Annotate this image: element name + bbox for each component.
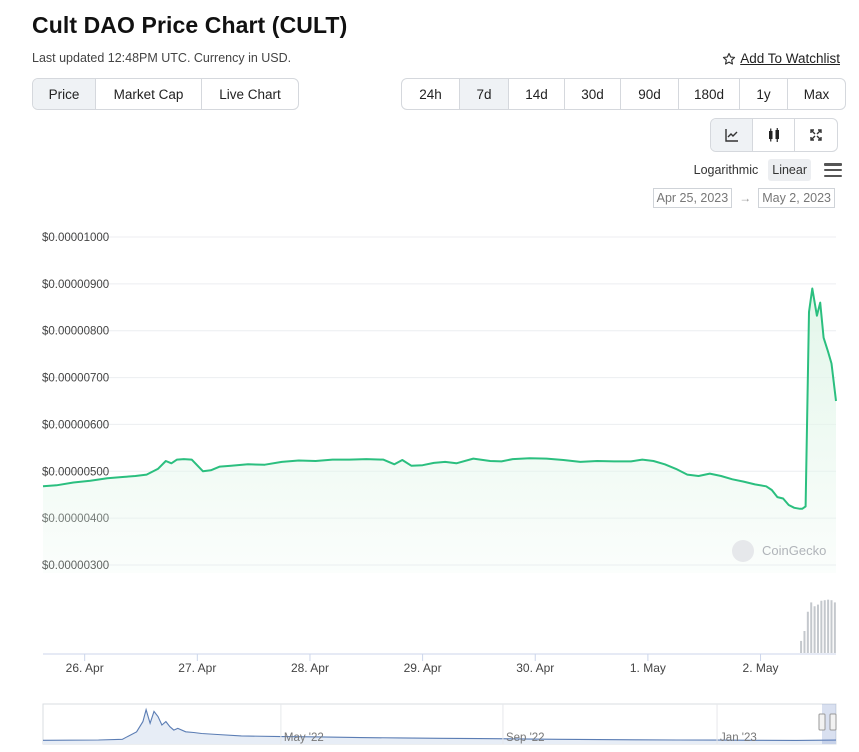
volume-bar [830, 600, 833, 653]
x-tick-label: 26. Apr [66, 661, 104, 675]
tab-live-chart[interactable]: Live Chart [219, 86, 281, 102]
x-tick-label: 29. Apr [404, 661, 442, 675]
volume-bar [823, 600, 826, 653]
line-view-button[interactable] [711, 119, 753, 151]
y-tick-label: $0.00001000 [42, 232, 109, 244]
y-tick-label: $0.00000600 [42, 419, 109, 431]
volume-bar [803, 631, 806, 653]
chart-type-tabs: Price Market Cap Live Chart [32, 78, 299, 110]
range-14d[interactable]: 14d [509, 79, 565, 109]
x-tick-label: 2. May [743, 661, 779, 675]
last-updated-text: Last updated 12:48PM UTC. Currency in US… [32, 51, 292, 65]
tab-market-cap[interactable]: Market Cap [96, 79, 202, 109]
candlestick-icon [768, 128, 779, 142]
date-range-picker: Apr 25, 2023 → May 2, 2023 [652, 188, 835, 208]
watchlist-label: Add To Watchlist [740, 51, 840, 66]
line-chart-icon [724, 129, 738, 142]
range-180d[interactable]: 180d [679, 79, 740, 109]
navigator-line [42, 707, 837, 741]
range-30d[interactable]: 30d [565, 79, 621, 109]
volume-bar [820, 600, 823, 653]
date-arrow: → [739, 191, 752, 205]
range-1y[interactable]: 1y [740, 79, 788, 109]
add-to-watchlist-link[interactable]: Add To Watchlist [722, 51, 840, 66]
x-tick-label: 30. Apr [516, 661, 554, 675]
volume-bar [810, 602, 813, 653]
volume-bar [813, 606, 816, 653]
price-chart[interactable]: $0.00001000 $0.00000900 $0.00000800 $0.0000… [0, 225, 859, 685]
fullscreen-button[interactable] [795, 119, 837, 151]
y-tick-label: $0.00000700 [42, 373, 109, 385]
navigator-tick-label: May '22 [284, 732, 324, 744]
star-outline-icon [723, 52, 736, 65]
x-tick-label: 27. Apr [178, 661, 216, 675]
navigator-tick-label: Jan '23 [720, 732, 757, 744]
price-area [43, 288, 836, 573]
y-tick-label: $0.00000900 [42, 279, 109, 291]
volume-bar [833, 602, 836, 653]
linear-option[interactable]: Linear [768, 159, 811, 181]
tab-price[interactable]: Price [33, 79, 96, 109]
candlestick-view-button[interactable] [753, 119, 795, 151]
range-max[interactable]: Max [803, 86, 830, 102]
range-90d[interactable]: 90d [621, 79, 679, 109]
watermark-text: CoinGecko [762, 543, 826, 558]
y-tick-label: $0.00000800 [42, 326, 109, 338]
y-tick-label: $0.00000500 [42, 466, 109, 478]
chart-view-buttons [710, 118, 838, 152]
date-from-input[interactable]: Apr 25, 2023 [652, 188, 733, 208]
x-tick-label: 28. Apr [291, 661, 329, 675]
x-tick-label: 1. May [630, 661, 666, 675]
navigator-handle-left[interactable] [818, 713, 826, 731]
volume-bar [800, 640, 803, 653]
logarithmic-option[interactable]: Logarithmic [693, 163, 759, 177]
price-line [42, 287, 837, 510]
hamburger-menu-icon[interactable] [823, 162, 843, 178]
coingecko-logo-icon [732, 540, 754, 562]
date-to-input[interactable]: May 2, 2023 [758, 188, 835, 208]
time-range-tabs: 24h 7d 14d 30d 90d 180d 1y Max [401, 78, 846, 110]
navigator-tick-label: Sep '22 [506, 732, 545, 744]
range-24h[interactable]: 24h [402, 79, 460, 109]
navigator-chart[interactable]: May '22 Sep '22 Jan '23 [0, 700, 859, 750]
volume-bar [816, 604, 819, 653]
volume-bar [827, 599, 830, 653]
navigator-handle-right[interactable] [829, 713, 837, 731]
range-7d[interactable]: 7d [460, 79, 509, 109]
volume-bar [806, 611, 809, 653]
page-title: Cult DAO Price Chart (CULT) [32, 12, 348, 38]
coingecko-watermark: CoinGecko [732, 540, 826, 562]
scale-toggle: Logarithmic Linear [690, 159, 843, 181]
fullscreen-icon [810, 129, 822, 141]
